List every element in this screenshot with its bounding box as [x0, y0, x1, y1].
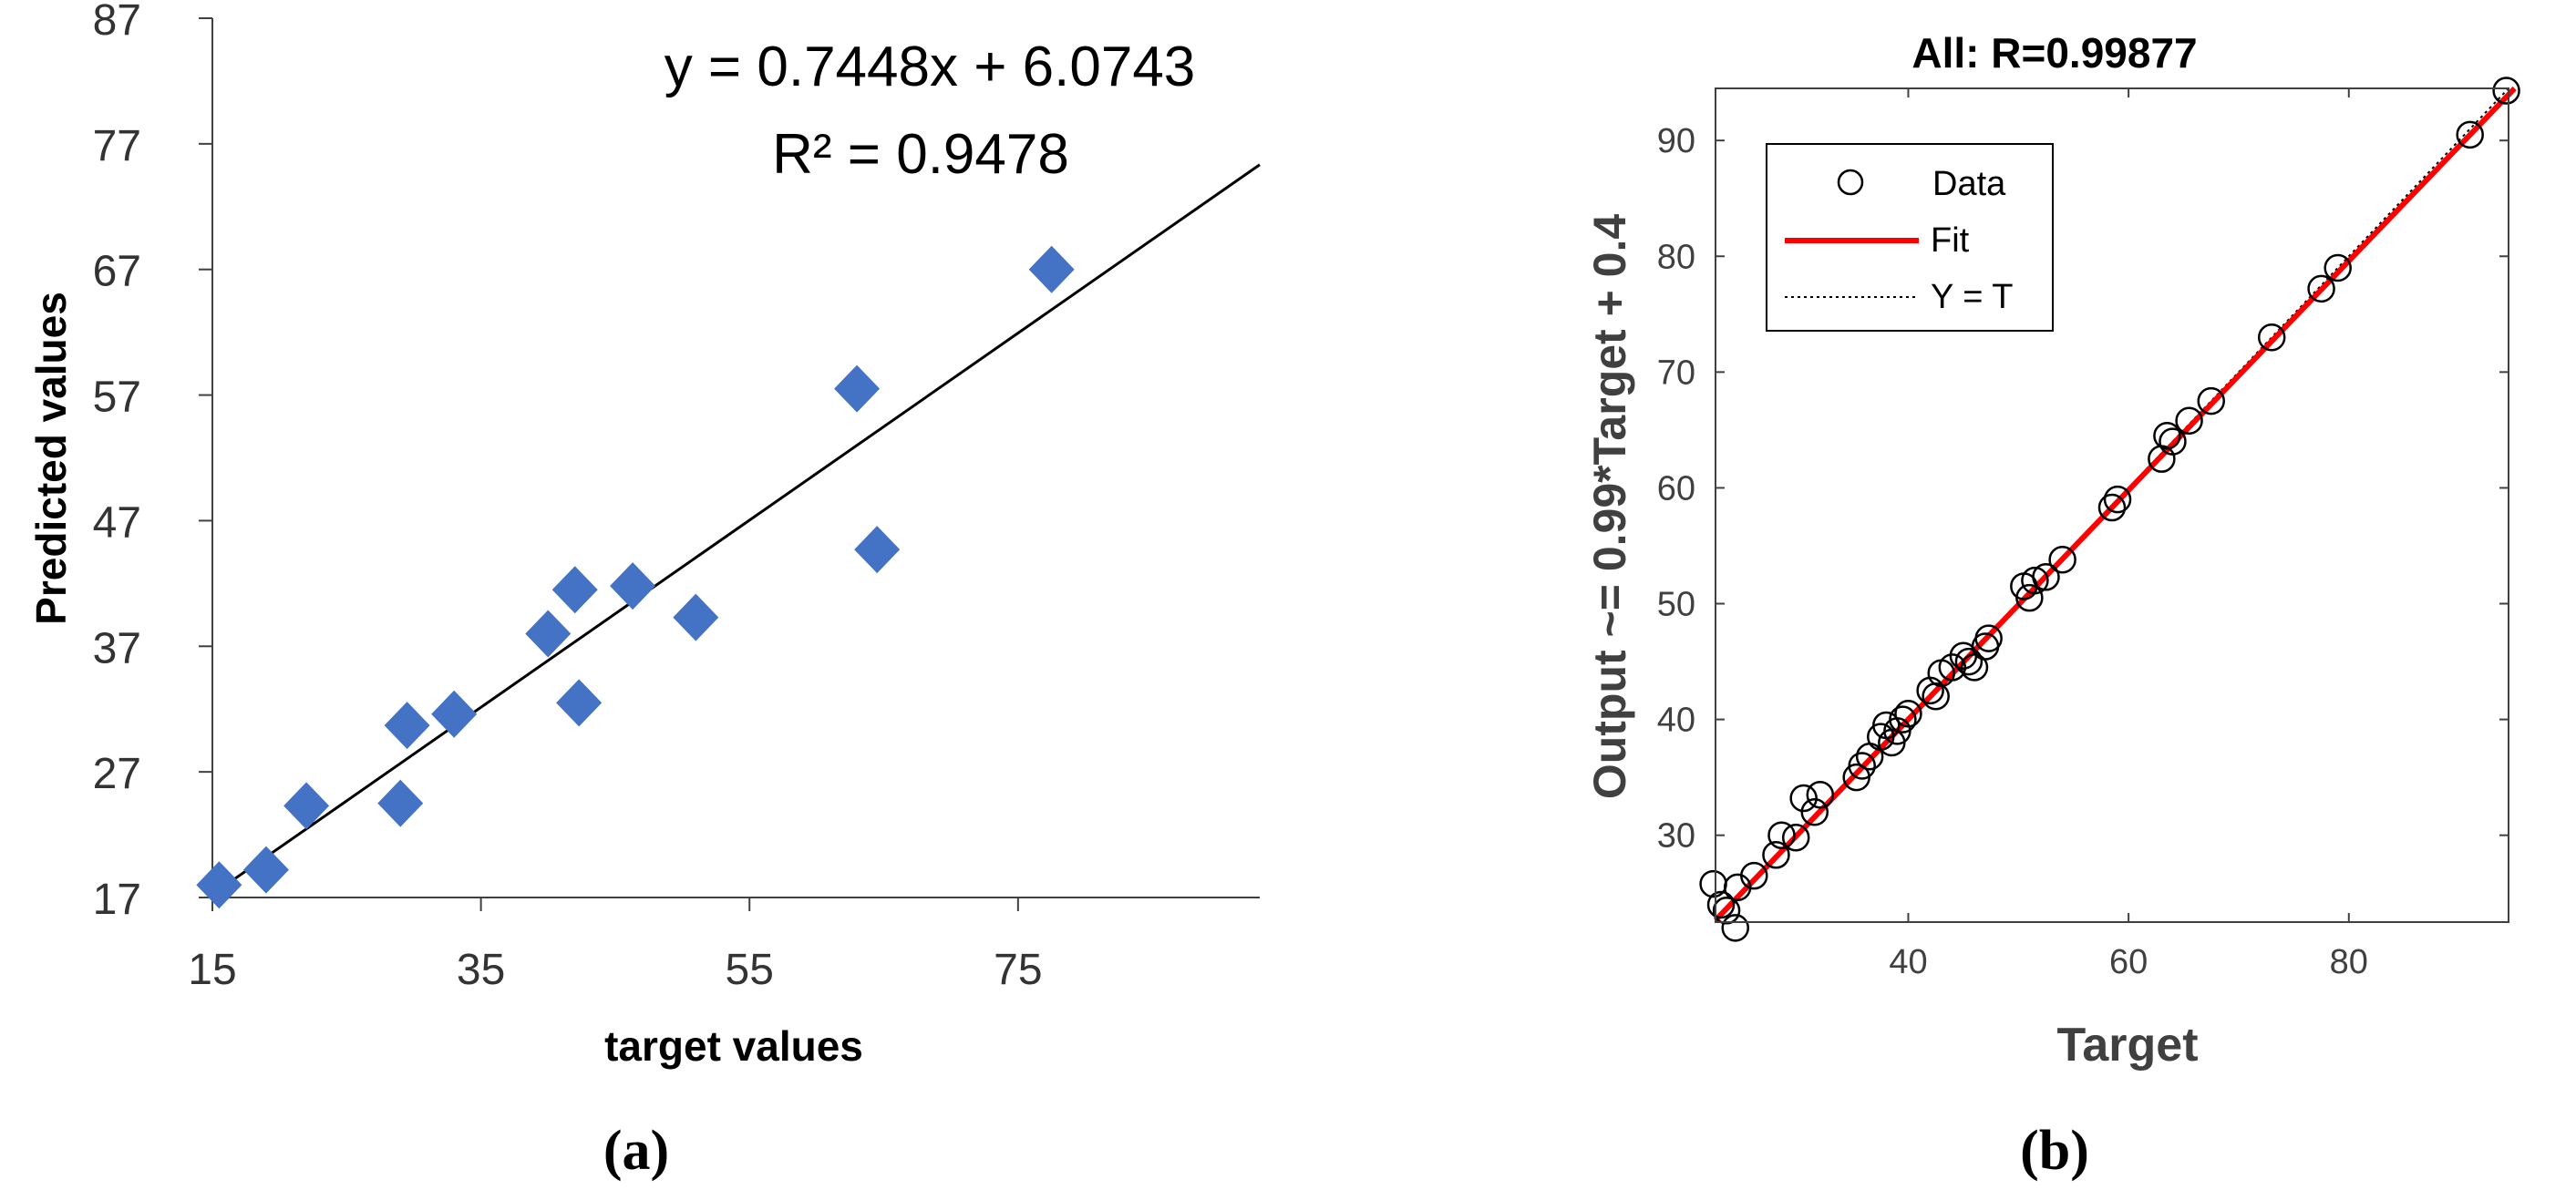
b-data-point [1800, 798, 1829, 826]
a-y-tick-label: 77 [93, 122, 141, 170]
a-data-point [384, 702, 430, 750]
a-y-tick-label: 57 [93, 374, 141, 422]
b-legend-box [1766, 143, 2054, 332]
b-y-tick-label: 40 [1657, 702, 1695, 740]
b-data-point [1954, 647, 1984, 676]
b-data-point [1848, 752, 1876, 780]
b-data-point [1762, 841, 1790, 869]
b-data-point [1781, 823, 1810, 852]
b-data-point [1894, 700, 1922, 728]
b-y-tick-label: 70 [1657, 354, 1695, 392]
a-r2: R² = 0.9478 [772, 123, 1069, 186]
a-y-axis-label: Predicted values [27, 292, 75, 625]
b-legend-data-marker [1837, 169, 1864, 196]
b-y-tick-label: 50 [1657, 586, 1695, 624]
b-data-point [1974, 624, 2003, 652]
a-data-point [196, 861, 242, 909]
a-y-tick-label: 87 [93, 0, 141, 45]
b-plot-frame [1715, 87, 2509, 923]
b-points [1699, 77, 2520, 942]
a-data-point [551, 566, 598, 614]
b-data-point [2159, 427, 2187, 456]
b-x-ticks: 40 60 80 [1889, 88, 2368, 981]
b-data-point [1789, 784, 1818, 813]
b-data-point [2015, 583, 2044, 612]
a-x-tick-label: 15 [188, 946, 236, 994]
b-y-tick-label: 60 [1657, 469, 1695, 508]
a-data-point [673, 593, 719, 641]
a-data-point [431, 690, 478, 738]
b-data-point [2153, 422, 2181, 450]
b-data-point [2175, 406, 2203, 435]
a-data-point [834, 364, 881, 413]
b-y-tick-label: 90 [1657, 122, 1695, 160]
b-y-tick-label: 80 [1657, 238, 1695, 276]
a-data-point [556, 679, 603, 727]
b-data-point [2048, 545, 2076, 574]
a-x-ticks: 15 35 55 75 [188, 897, 1043, 994]
b-legend-fit-label: Fit [1931, 221, 1970, 260]
b-legend: Data Fit Y = T [1766, 143, 2054, 332]
b-y-axis-label: Output ~= 0.99*Target + 0.4 [1584, 214, 1635, 800]
b-data-point [1721, 914, 1749, 942]
a-y-tick-label: 17 [93, 876, 141, 924]
b-data-point [1706, 890, 1736, 919]
a-data-point [854, 526, 901, 574]
b-data-point [1712, 897, 1741, 925]
b-data-point [2197, 386, 2225, 415]
a-data-point [283, 782, 330, 830]
b-data-point [2021, 566, 2049, 595]
a-panel-label: (a) [603, 1120, 669, 1182]
b-x-tick-label: 80 [2330, 943, 2368, 981]
a-y-ticks: 17 27 37 47 57 67 77 87 [93, 0, 212, 924]
a-data-point [610, 562, 656, 610]
b-data-point [2307, 274, 2335, 303]
b-y-ticks: 30 40 50 60 70 80 90 [1657, 122, 2509, 856]
a-trendline [218, 163, 1261, 891]
b-y-tick-label: 30 [1657, 817, 1695, 856]
a-data-point [1028, 245, 1075, 293]
a-y-tick-label: 47 [93, 498, 141, 547]
b-data-point [2097, 493, 2127, 522]
a-x-tick-label: 75 [994, 946, 1042, 994]
b-x-axis-label: Target [2056, 1019, 2198, 1072]
b-data-point [1740, 861, 1768, 890]
a-y-tick-label: 67 [93, 248, 141, 296]
b-data-point [1767, 821, 1796, 849]
a-x-tick-label: 35 [457, 946, 505, 994]
b-legend-identity-label: Y = T [1931, 278, 2014, 316]
a-y-tick-label: 27 [93, 750, 141, 798]
b-data-point [2492, 77, 2520, 105]
b-data-point [2032, 563, 2060, 591]
b-data-point [2456, 120, 2484, 149]
b-data-point [1806, 780, 1835, 809]
a-data-point [377, 779, 424, 827]
b-x-tick-label: 40 [1889, 943, 1927, 981]
b-data-point [2257, 323, 2286, 352]
b-panel-label: (b) [2020, 1120, 2089, 1182]
b-x-tick-label: 60 [2109, 943, 2148, 981]
a-data-point [525, 610, 572, 658]
panel-b: All: R=0.99877 30 40 50 60 70 80 90 40 60 80 Dat… [1584, 29, 2520, 1182]
a-data-point [242, 846, 289, 894]
b-data-point [2103, 485, 2132, 514]
b-data-point [2324, 253, 2352, 282]
a-x-tick-label: 55 [726, 946, 774, 994]
b-legend-data-label: Data [1932, 165, 2006, 203]
a-equation: y = 0.7448x + 6.0743 [665, 36, 1196, 98]
b-data-point [1889, 705, 1917, 733]
b-title: All: R=0.99877 [1911, 29, 2197, 77]
a-y-tick-label: 37 [93, 624, 141, 672]
a-points [196, 245, 1075, 909]
b-fit-line [1713, 86, 2517, 922]
panel-a: 17 27 37 47 57 67 77 87 15 35 55 75 y = 0.7448x + … [27, 0, 1261, 1182]
a-x-axis-label: target values [604, 1022, 863, 1070]
